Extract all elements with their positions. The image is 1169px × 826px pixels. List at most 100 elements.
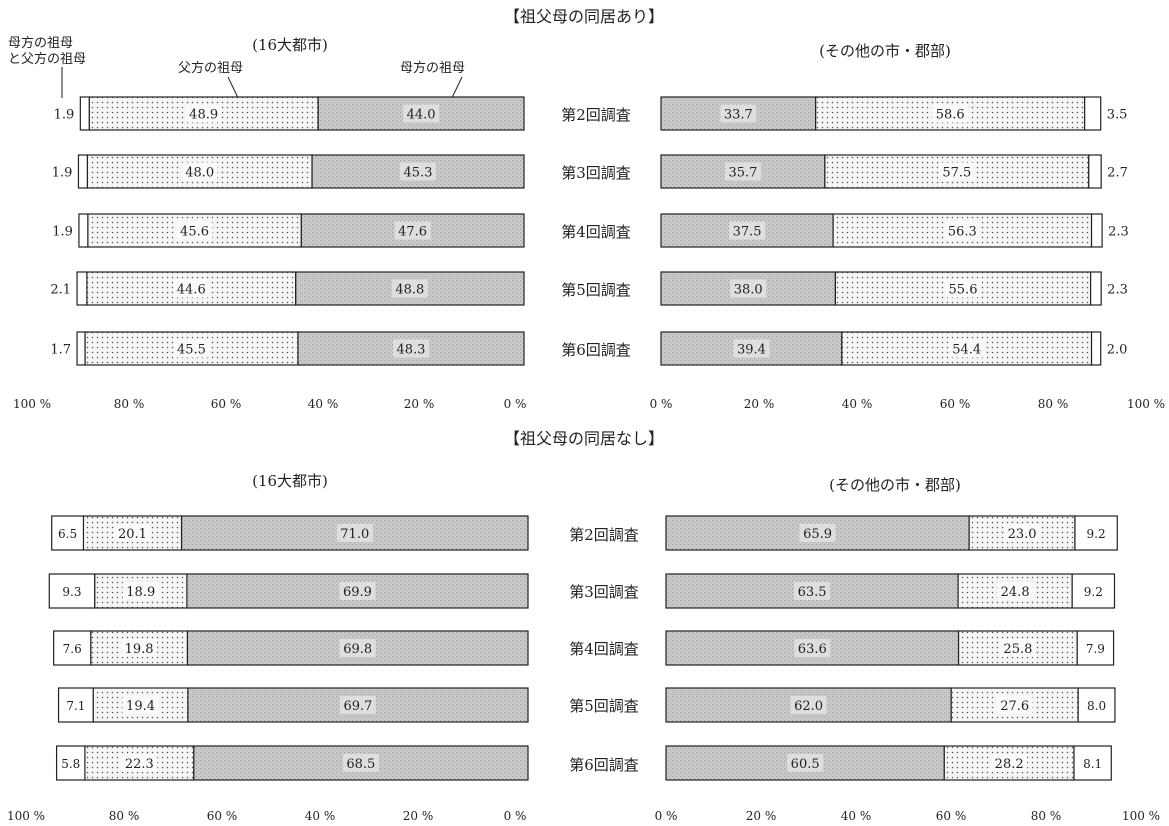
tick-label: 100 % xyxy=(7,809,45,823)
bar-segment-both xyxy=(1076,630,1115,666)
subtitle-bottom-right: (その他の市・郡部) xyxy=(829,476,961,494)
data-label-bg xyxy=(394,221,431,240)
data-label: 45.3 xyxy=(404,166,433,181)
legend-paternal: 父方の祖母 xyxy=(178,60,243,76)
legend-maternal: 母方の祖母 xyxy=(400,60,465,76)
tick-label: 20 % xyxy=(744,397,775,411)
tick-label: 60 % xyxy=(936,809,967,823)
data-label: 69.9 xyxy=(343,585,372,600)
tick-label: 100 % xyxy=(13,397,51,411)
tick-label: 0 % xyxy=(504,809,527,823)
tick-label: 60 % xyxy=(207,809,238,823)
data-label: 7.9 xyxy=(1086,642,1105,656)
tick-label: 80 % xyxy=(1031,809,1062,823)
bars-layer: 44.0 48.9 1.9 45.3 48.0 1.9 47.6 45.6 1.9 48.8 44.… xyxy=(48,96,1129,781)
subtitle-top-left: (16大都市) xyxy=(252,36,328,54)
data-label-bg xyxy=(342,754,379,772)
data-label: 33.7 xyxy=(724,108,753,123)
subtitle-top-right: (その他の市・郡部) xyxy=(819,42,951,60)
data-label: 6.5 xyxy=(58,527,77,541)
data-label-bg xyxy=(999,639,1036,657)
data-label: 9.3 xyxy=(62,585,81,599)
data-label: 2.3 xyxy=(1107,283,1128,298)
row-label: 第2回調査 xyxy=(569,526,639,544)
data-label: 1.9 xyxy=(54,108,75,123)
bar-segment-both xyxy=(1074,515,1118,551)
data-label: 37.5 xyxy=(733,225,762,240)
tick-label: 0 % xyxy=(650,397,673,411)
legend-both-line1: 母方の祖母 xyxy=(8,35,73,51)
data-label-bg xyxy=(185,104,222,123)
data-label: 69.8 xyxy=(343,642,372,657)
bar-segment-both xyxy=(1090,213,1103,248)
data-label-bg xyxy=(339,582,376,600)
data-label: 48.9 xyxy=(189,108,218,123)
row-label: 第3回調査 xyxy=(561,164,631,182)
data-label-bg xyxy=(944,221,981,240)
bar-segment-both xyxy=(55,745,86,781)
data-label: 1.9 xyxy=(52,225,73,240)
tick-label: 0 % xyxy=(504,397,527,411)
legend-both-line2: と父方の祖母 xyxy=(8,51,86,67)
row-label: 第6回調査 xyxy=(561,341,631,359)
data-label-bg xyxy=(720,104,757,123)
data-label: 2.0 xyxy=(1107,343,1128,358)
data-label: 20.1 xyxy=(118,527,147,542)
data-label: 55.6 xyxy=(949,283,978,298)
data-label-bg xyxy=(733,339,770,358)
data-label-bg xyxy=(724,162,761,181)
bar-segment-paternal xyxy=(815,96,1086,131)
data-label-bg xyxy=(173,339,210,358)
axis-bottom-right: 0 % 20 % 40 % 60 % 80 % 100 % xyxy=(655,809,1160,823)
data-label-bg xyxy=(729,221,766,240)
tick-label: 20 % xyxy=(746,809,777,823)
data-label: 71.0 xyxy=(340,527,369,542)
data-label: 2.3 xyxy=(1108,225,1129,240)
row-labels-bottom: 第2回調査 第3回調査 第4回調査 第5回調査 第6回調査 xyxy=(569,526,639,774)
data-label: 63.6 xyxy=(798,642,827,657)
tick-label: 80 % xyxy=(109,809,140,823)
data-label-bg xyxy=(403,104,440,123)
bar-segment-both xyxy=(76,331,86,366)
data-label: 45.5 xyxy=(177,343,206,358)
bar-segment-both xyxy=(48,573,96,609)
data-label: 2.1 xyxy=(50,283,71,298)
tick-label: 60 % xyxy=(211,397,242,411)
data-label: 39.4 xyxy=(737,343,766,358)
data-label: 22.3 xyxy=(125,757,154,772)
bar-segment-maternal xyxy=(665,687,952,723)
tick-label: 80 % xyxy=(1038,397,1069,411)
tick-label: 40 % xyxy=(308,397,339,411)
data-label: 48.3 xyxy=(397,343,426,358)
tick-label: 40 % xyxy=(842,397,873,411)
bar-segment-both xyxy=(1090,331,1102,366)
bar-segment-maternal xyxy=(660,154,826,189)
data-label-bg xyxy=(794,639,831,657)
tick-label: 0 % xyxy=(655,809,678,823)
data-label: 35.7 xyxy=(728,166,757,181)
data-label: 7.1 xyxy=(66,699,85,713)
data-label-bg xyxy=(121,639,158,657)
row-label: 第4回調査 xyxy=(569,640,639,658)
data-label: 58.6 xyxy=(936,108,965,123)
row-label: 第5回調査 xyxy=(561,281,631,299)
data-label: 44.0 xyxy=(407,108,436,123)
tick-label: 40 % xyxy=(305,809,336,823)
data-label-bg xyxy=(932,104,969,123)
data-label-bg xyxy=(938,162,975,181)
data-label: 23.0 xyxy=(1008,527,1037,542)
data-label: 8.1 xyxy=(1083,757,1102,771)
bar-segment-both xyxy=(53,630,92,666)
section-title-with: 【祖父母の同居あり】 xyxy=(504,7,664,26)
bar-segment-both xyxy=(1073,745,1112,781)
data-label-bg xyxy=(391,279,428,298)
row-label: 第4回調査 xyxy=(561,223,631,241)
data-label: 2.7 xyxy=(1107,166,1128,181)
data-label: 7.6 xyxy=(63,642,82,656)
bar-segment-both xyxy=(79,96,90,131)
data-label: 25.8 xyxy=(1003,642,1032,657)
axis-top-left: 100 % 80 % 60 % 40 % 20 % 0 % xyxy=(13,397,526,411)
data-label: 19.4 xyxy=(126,699,155,714)
data-label-bg xyxy=(392,339,429,358)
